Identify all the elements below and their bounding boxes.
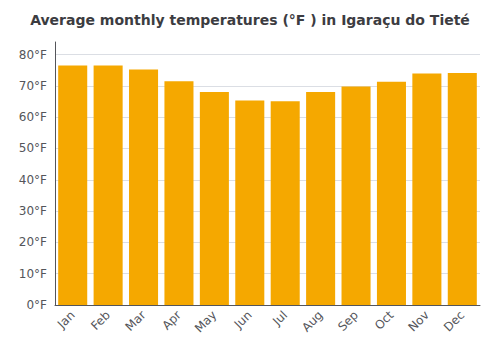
svg-text:0°F: 0°F: [26, 298, 47, 312]
svg-text:20°F: 20°F: [19, 235, 47, 249]
svg-text:Dec: Dec: [441, 308, 467, 334]
svg-text:30°F: 30°F: [19, 204, 47, 218]
svg-text:60°F: 60°F: [19, 110, 47, 124]
svg-text:50°F: 50°F: [19, 141, 47, 155]
svg-text:40°F: 40°F: [19, 173, 47, 187]
svg-text:Nov: Nov: [405, 308, 431, 334]
svg-text:80°F: 80°F: [19, 48, 47, 62]
svg-text:Apr: Apr: [159, 308, 184, 333]
svg-text:Average monthly temperatures (: Average monthly temperatures (°F ) in Ig…: [30, 12, 470, 28]
svg-text:Mar: Mar: [123, 308, 149, 334]
svg-text:10°F: 10°F: [19, 267, 47, 281]
svg-text:May: May: [192, 308, 219, 335]
svg-text:Aug: Aug: [299, 308, 325, 334]
svg-text:70°F: 70°F: [19, 79, 47, 93]
svg-text:Jun: Jun: [231, 308, 255, 332]
svg-text:Jan: Jan: [54, 308, 78, 332]
svg-text:Oct: Oct: [372, 308, 397, 333]
svg-text:Feb: Feb: [88, 308, 113, 333]
svg-text:Sep: Sep: [335, 308, 361, 334]
svg-text:Jul: Jul: [269, 308, 290, 329]
